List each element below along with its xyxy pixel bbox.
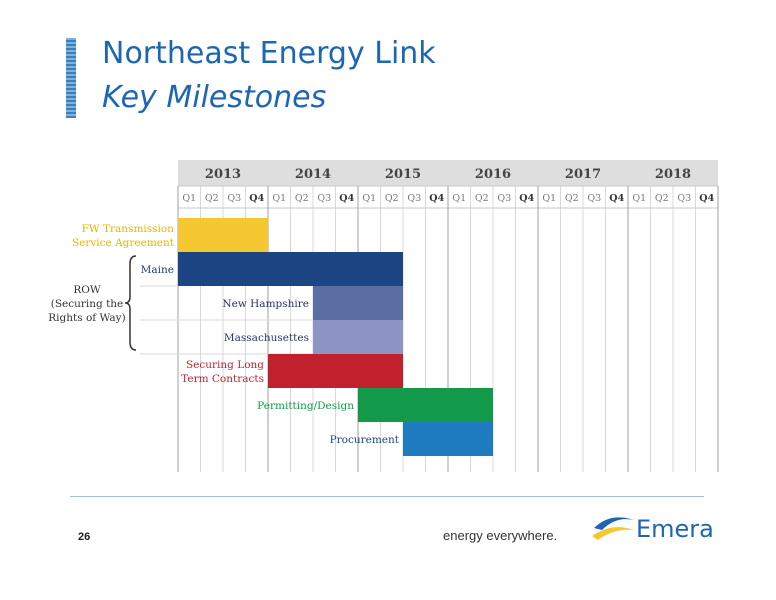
quarter-label: Q3 <box>227 193 241 204</box>
quarter-label: Q2 <box>655 193 669 204</box>
task-bar <box>313 286 403 320</box>
quarter-label: Q4 <box>249 193 264 204</box>
year-label: 2018 <box>655 167 691 182</box>
logo-text: Emera <box>636 515 714 543</box>
task-label: Securing Long Term Contracts <box>181 359 264 385</box>
row-group-label: ROW (Securing the Rights of Way) <box>48 284 125 324</box>
footer-divider <box>70 496 704 497</box>
task-label: FW Transmission Service Agreement <box>72 223 175 249</box>
emera-logo-icon <box>592 517 634 540</box>
quarter-label: Q3 <box>407 193 421 204</box>
task-label-line: Term Contracts <box>181 373 264 385</box>
task-label-line: Service Agreement <box>72 237 175 249</box>
quarter-label: Q2 <box>205 193 219 204</box>
quarter-label: Q4 <box>699 193 714 204</box>
year-header-band <box>178 160 718 186</box>
task-bar <box>403 422 493 456</box>
quarter-label: Q1 <box>272 193 286 204</box>
task-bar <box>358 388 493 422</box>
gantt-chart: 2013 2014 2015 2016 2017 2018 Q1 Q2 Q3 Q4 Q1 Q2 Q3 Q4… <box>48 160 719 472</box>
row-group-label-line: (Securing the <box>51 298 124 310</box>
quarter-label: Q2 <box>295 193 309 204</box>
task-label-line: Maine <box>141 264 174 276</box>
quarter-label: Q3 <box>317 193 331 204</box>
row-group-label-line: ROW <box>73 284 101 296</box>
quarter-label: Q4 <box>519 193 534 204</box>
task-label-line: FW Transmission <box>82 223 175 235</box>
year-label: 2017 <box>565 167 601 182</box>
task-label-line: New Hampshire <box>222 298 309 310</box>
quarter-label: Q1 <box>452 193 466 204</box>
quarter-label: Q4 <box>609 193 624 204</box>
quarter-label: Q1 <box>542 193 556 204</box>
task-label-line: Securing Long <box>186 359 264 371</box>
quarter-label: Q2 <box>385 193 399 204</box>
task-bar <box>268 354 403 388</box>
task-bar <box>313 320 403 354</box>
quarter-label: Q1 <box>632 193 646 204</box>
task-label: Permitting/Design <box>257 400 354 412</box>
slide-subtitle: Key Milestones <box>102 80 327 115</box>
task-label-line: Procurement <box>330 434 400 446</box>
task-label: New Hampshire <box>222 298 309 310</box>
tagline: energy everywhere. <box>443 528 558 543</box>
task-label-line: Permitting/Design <box>257 400 354 412</box>
title-accent-bar <box>66 38 76 118</box>
quarter-label: Q2 <box>565 193 579 204</box>
quarter-label: Q4 <box>339 193 354 204</box>
task-label: Maine <box>141 264 174 276</box>
row-group-label-line: Rights of Way) <box>48 312 125 324</box>
task-bar <box>178 252 403 286</box>
year-label: 2016 <box>475 167 511 182</box>
quarter-label: Q1 <box>182 193 196 204</box>
quarter-label: Q1 <box>362 193 376 204</box>
year-label: 2015 <box>385 167 421 182</box>
task-bar <box>178 218 268 252</box>
quarter-label: Q3 <box>677 193 691 204</box>
quarter-label: Q3 <box>587 193 601 204</box>
slide-title: Northeast Energy Link <box>102 36 436 71</box>
year-label: 2014 <box>295 167 331 182</box>
task-label-line: Massachusettes <box>224 332 309 344</box>
row-group-brace <box>124 255 137 351</box>
quarter-label: Q2 <box>475 193 489 204</box>
quarter-label: Q3 <box>497 193 511 204</box>
task-label: Procurement <box>330 434 400 446</box>
quarter-label: Q4 <box>429 193 444 204</box>
task-label: Massachusettes <box>224 332 309 344</box>
page-number: 26 <box>78 531 91 543</box>
year-label: 2013 <box>205 167 241 182</box>
